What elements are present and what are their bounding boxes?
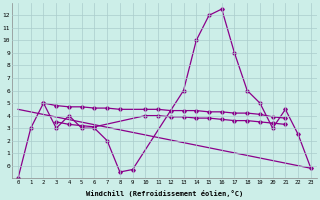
- X-axis label: Windchill (Refroidissement éolien,°C): Windchill (Refroidissement éolien,°C): [86, 190, 243, 197]
